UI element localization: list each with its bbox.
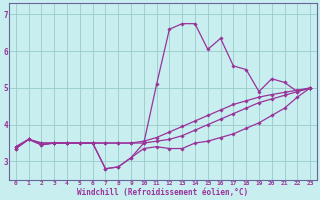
X-axis label: Windchill (Refroidissement éolien,°C): Windchill (Refroidissement éolien,°C) — [77, 188, 249, 197]
